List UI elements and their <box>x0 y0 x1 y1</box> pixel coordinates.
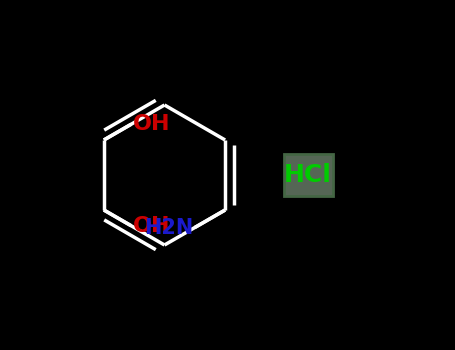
Text: OH: OH <box>133 114 171 134</box>
FancyBboxPatch shape <box>283 154 333 196</box>
Text: H2N: H2N <box>144 217 193 238</box>
Text: HCl: HCl <box>284 163 332 187</box>
Text: OH: OH <box>133 216 171 236</box>
